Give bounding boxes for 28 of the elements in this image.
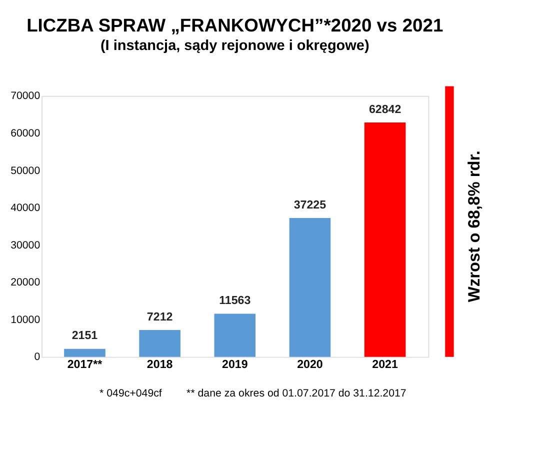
y-tick-label: 70000	[10, 90, 40, 102]
x-tick-label: 2020	[297, 358, 323, 371]
x-tick-label: 2021	[372, 358, 398, 371]
data-label: 2151	[72, 330, 98, 342]
data-label: 37225	[294, 199, 327, 212]
data-label: 7212	[146, 311, 173, 324]
bar	[289, 218, 331, 357]
x-tick-label: 2018	[146, 358, 174, 371]
y-tick-label: 50000	[10, 164, 40, 177]
y-tick-label: 0	[34, 351, 40, 364]
x-tick-label: 2019	[222, 358, 248, 371]
y-tick-label: 60000	[10, 128, 40, 140]
text: ** dane za okres od 01.07.2017 do 31.12.2017	[186, 387, 406, 400]
y-tick-label: 20000	[10, 276, 40, 289]
y-tick-label: 40000	[10, 202, 40, 214]
bar	[64, 348, 106, 357]
y-tick-label: 30000	[10, 239, 40, 252]
data-label: 11563	[219, 295, 252, 308]
y-tick-label: 10000	[10, 314, 40, 326]
x-tick-label: 2017**	[67, 358, 103, 371]
data-label: 62842	[368, 104, 402, 116]
text: * 049c+049cf	[100, 387, 162, 400]
bar	[214, 314, 256, 357]
text: Wzrost o 68,8% rdr.	[465, 150, 484, 302]
chart-title: LICZBA SPRAW „FRANKOWYCH”*2020 vs 2021	[26, 14, 444, 36]
bar	[364, 122, 406, 357]
bar	[139, 330, 180, 357]
chart-subtitle: (I instancja, sądy rejonowe i okręgowe)	[100, 38, 370, 54]
